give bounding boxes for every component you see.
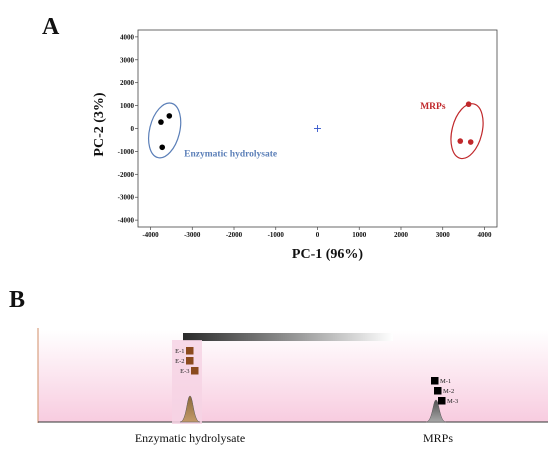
- marker-square: [431, 377, 439, 385]
- peak-sample-label: E-1: [175, 348, 184, 355]
- y-tick-label: 2000: [120, 79, 135, 87]
- peak-sample-label: M-3: [447, 398, 458, 405]
- pca-scatter-plot: -4000 -3000 -2000 -1000 0 1000 2000 3000 4000 400…: [92, 29, 498, 262]
- caption-mrps: MRPs: [423, 431, 453, 445]
- scatter-point: [166, 113, 173, 119]
- scatter-point: [158, 119, 164, 125]
- x-axis-title: PC-1 (96%): [292, 247, 363, 262]
- center-cross-marker: [314, 125, 321, 132]
- gradient-bar: [183, 333, 393, 341]
- background-gradient: [38, 330, 548, 422]
- peak-sample-label: M-2: [443, 388, 454, 395]
- cluster-label: MRPs: [420, 102, 446, 112]
- panel-b-label: B: [9, 287, 25, 313]
- peak-sample-label: E-2: [175, 358, 184, 365]
- peak-sample-label: E-3: [180, 368, 189, 375]
- chromatogram-panel: E-1 E-2 E-3 M-1 M-2 M-3 Enzymatic hydrolysate M…: [37, 328, 548, 445]
- x-tick-label: -2000: [226, 231, 243, 239]
- peak-enzymatic-hydrolysate: [179, 395, 201, 423]
- y-tick-label: -2000: [118, 171, 135, 179]
- cluster-ellipse: [450, 103, 484, 160]
- y-tick-label: -1000: [118, 148, 135, 156]
- y-tick-label: -3000: [118, 194, 135, 202]
- x-tick-label: -4000: [142, 231, 159, 239]
- y-tick-label: 1000: [120, 102, 135, 110]
- y-tick-label: -4000: [118, 217, 135, 225]
- x-tick-label: -1000: [268, 231, 285, 239]
- scatter-point: [457, 138, 464, 144]
- y-tick-label: 0: [131, 125, 135, 133]
- scatter-point: [159, 144, 166, 151]
- marker-square: [186, 357, 194, 365]
- x-tick-label: -3000: [184, 231, 201, 239]
- x-tick-label: 4000: [477, 231, 492, 239]
- y-axis-title: PC-2 (3%): [92, 92, 107, 156]
- caption-enzymatic-hydrolysate: Enzymatic hydrolysate: [135, 431, 245, 445]
- x-tick-label: 0: [316, 231, 320, 239]
- marker-square: [438, 397, 446, 405]
- peak-mrps: [425, 399, 447, 423]
- y-tick-label: 4000: [120, 33, 135, 41]
- y-tick-label: 3000: [120, 56, 135, 64]
- cluster-ellipse: [148, 102, 182, 159]
- panel-a-label: A: [42, 14, 60, 40]
- x-tick-label: 2000: [394, 231, 409, 239]
- marker-square: [186, 347, 194, 355]
- peak-sample-label: M-1: [440, 378, 451, 385]
- marker-square: [434, 387, 442, 395]
- scatter-point: [467, 139, 474, 145]
- marker-square: [191, 367, 199, 375]
- cluster-label: Enzymatic hydrolysate: [184, 149, 277, 159]
- scatter-point: [465, 101, 472, 108]
- x-tick-label: 3000: [436, 231, 451, 239]
- x-tick-label: 1000: [352, 231, 367, 239]
